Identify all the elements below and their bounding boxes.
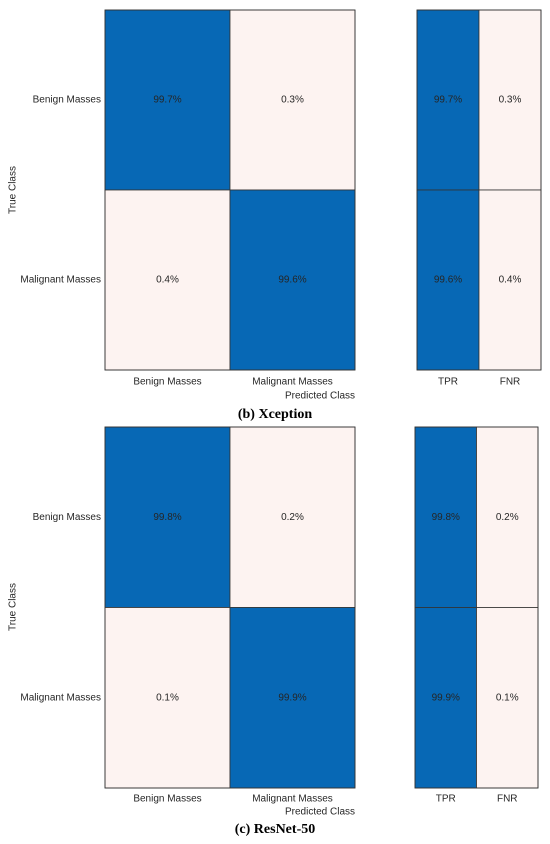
summary-cell-value: 0.2% <box>496 512 519 523</box>
matrix-cell <box>229 9 356 191</box>
summary-frame <box>416 9 542 371</box>
matrix-cell <box>104 9 231 191</box>
summary-cell-value: 0.3% <box>499 95 522 106</box>
matrix-cell-value: 0.2% <box>281 512 304 523</box>
matrix-cell-value: 99.9% <box>278 692 306 703</box>
summary-cell-value: 99.6% <box>434 275 462 286</box>
matrix-cell-value: 99.8% <box>153 512 181 523</box>
summary-column-label: TPR <box>436 794 456 805</box>
summary-cell <box>478 189 542 371</box>
y-axis-label: True Class <box>8 166 19 214</box>
matrix-frame <box>104 426 356 789</box>
x-tick-label: Malignant Masses <box>252 794 333 805</box>
x-axis-label: Predicted Class <box>285 391 355 402</box>
x-tick-label: Malignant Masses <box>252 377 333 388</box>
y-axis-label: True Class <box>8 583 19 631</box>
confusion-matrix-panel: 99.7% 0.3% 0.4% 99.6% 99.7% 0.3% 99.6% 0.4% Beni… <box>8 9 542 422</box>
matrix-cell <box>229 426 356 608</box>
summary-column-label: FNR <box>500 377 521 388</box>
x-tick-label: Benign Masses <box>133 377 201 388</box>
summary-cell-value: 99.7% <box>434 95 462 106</box>
y-tick-label: Benign Masses <box>33 95 101 106</box>
matrix-cell <box>229 189 356 371</box>
matrix-cell-value: 99.7% <box>153 95 181 106</box>
summary-cell <box>478 9 542 191</box>
summary-cell-value: 99.8% <box>432 512 460 523</box>
matrix-cell-value: 0.3% <box>281 95 304 106</box>
matrix-cell <box>104 189 231 371</box>
summary-cell <box>476 607 539 789</box>
summary-frame <box>414 426 539 789</box>
matrix-frame <box>104 9 356 371</box>
matrix-cell <box>104 426 231 608</box>
matrix-cell-value: 99.6% <box>278 275 306 286</box>
panel-caption: (b) Xception <box>238 407 312 422</box>
summary-cell-value: 0.4% <box>499 275 522 286</box>
confusion-matrix-panel: 99.8% 0.2% 0.1% 99.9% 99.8% 0.2% 99.9% 0.1% Beni… <box>8 426 539 837</box>
summary-cell-value: 0.1% <box>496 692 519 703</box>
matrix-cell-value: 0.4% <box>156 275 179 286</box>
y-tick-label: Benign Masses <box>33 512 101 523</box>
summary-cell-value: 99.9% <box>432 692 460 703</box>
x-axis-label: Predicted Class <box>285 807 355 818</box>
matrix-cell-value: 0.1% <box>156 692 179 703</box>
panel-caption: (c) ResNet-50 <box>235 822 315 837</box>
summary-column-label: TPR <box>438 377 458 388</box>
matrix-cell <box>104 607 231 789</box>
matrix-cell <box>229 607 356 789</box>
summary-cell <box>476 426 539 608</box>
x-tick-label: Benign Masses <box>133 794 201 805</box>
y-tick-label: Malignant Masses <box>20 692 101 703</box>
y-tick-label: Malignant Masses <box>20 275 101 286</box>
summary-column-label: FNR <box>497 794 518 805</box>
